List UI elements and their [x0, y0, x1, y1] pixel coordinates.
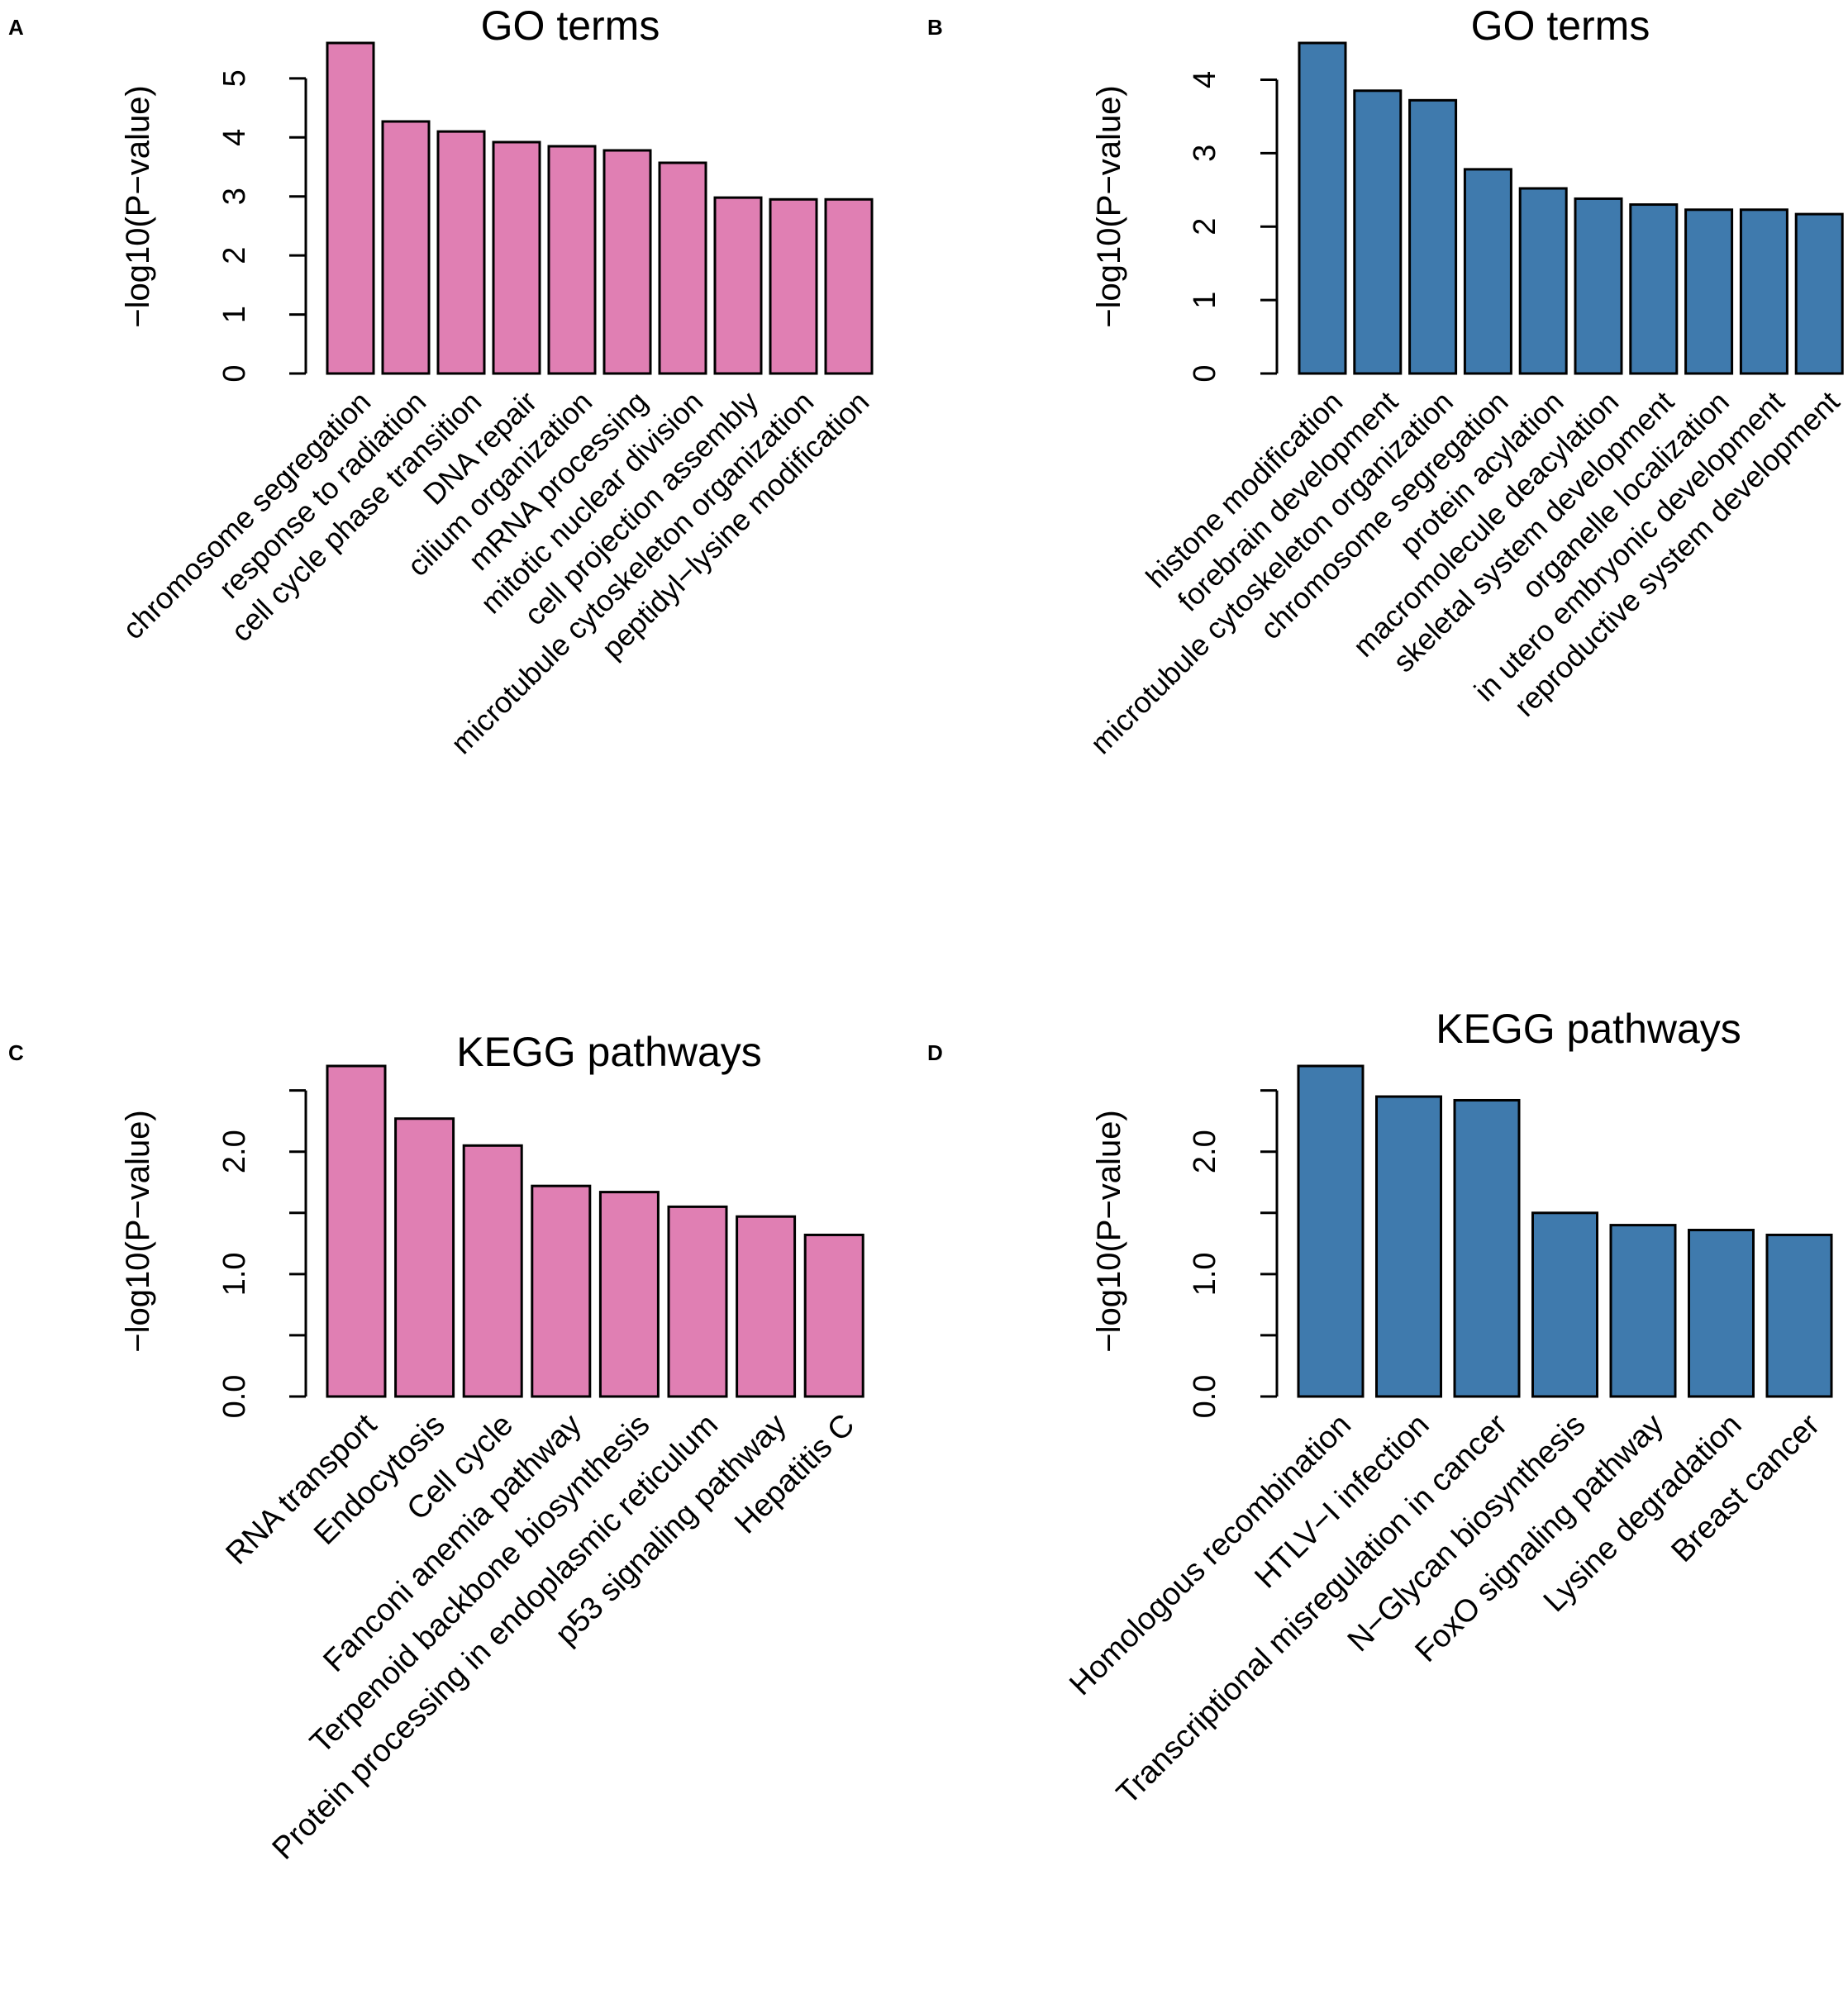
bar [1463, 168, 1512, 375]
y-tick-label: 0.0 [217, 1375, 252, 1419]
panel-letter-b: B [927, 15, 943, 40]
chart-panel-a: GO terms−log10(P−value)012345chromosome … [116, 2, 875, 760]
y-tick-label: 1 [217, 306, 252, 323]
bar [1408, 98, 1458, 375]
y-tick-label: 2 [217, 247, 252, 264]
bar [824, 197, 874, 375]
bar [1297, 1064, 1365, 1398]
y-axis-label: −log10(P−value) [120, 85, 156, 328]
category-label: forebrain development [1171, 384, 1404, 617]
y-axis-label: −log10(P−value) [120, 1110, 156, 1353]
bar [1531, 1211, 1598, 1398]
panel-letter-d: D [927, 1040, 943, 1065]
bar [1765, 1233, 1833, 1398]
bar [667, 1205, 728, 1398]
y-tick-label: 3 [1188, 145, 1222, 162]
y-tick-label: 0 [1188, 364, 1222, 382]
y-tick-label: 3 [217, 188, 252, 205]
chart-panel-d: KEGG pathways −log10(P−value) 0.0 1.0 2.0 Hom… [1063, 1006, 1833, 1811]
chart-panel-c: KEGG pathways−log10(P−value)0.01.02.0RNA… [120, 1029, 864, 1867]
y-tick-label: 4 [1188, 71, 1222, 88]
bar [1688, 1229, 1755, 1398]
bar [394, 1117, 455, 1398]
bar [1574, 197, 1623, 375]
bar [1629, 203, 1679, 375]
bar [326, 1064, 387, 1398]
bar [381, 120, 431, 375]
bar [769, 197, 818, 375]
y-axis-label: −log10(P−value) [1091, 1110, 1127, 1353]
y-tick-label: 2.0 [217, 1130, 252, 1173]
bar [326, 41, 375, 375]
bar [736, 1215, 797, 1398]
chart-title: GO terms [1471, 2, 1650, 49]
y-tick-label: 0 [217, 364, 252, 382]
bar [547, 145, 597, 375]
bar [803, 1233, 864, 1398]
chart-title: KEGG pathways [1436, 1006, 1741, 1052]
bar [1453, 1098, 1521, 1398]
y-tick-label: 4 [217, 129, 252, 146]
bar [462, 1144, 523, 1398]
chart-title: GO terms [481, 2, 660, 49]
y-tick-label: 0.0 [1188, 1375, 1222, 1419]
y-tick-label: 1.0 [217, 1252, 252, 1296]
y-tick-label: 2.0 [1188, 1130, 1222, 1173]
bar [658, 161, 707, 375]
bar [1609, 1224, 1677, 1398]
bar [1518, 187, 1568, 375]
category-label: Homologous recombination [1063, 1407, 1358, 1702]
y-axis-label: −log10(P−value) [1091, 85, 1127, 328]
bar [531, 1184, 592, 1398]
bar [436, 130, 486, 375]
bar [1298, 41, 1347, 375]
bar [713, 196, 763, 375]
bar [603, 149, 652, 375]
bar [1353, 89, 1403, 375]
chart-title: KEGG pathways [456, 1029, 762, 1075]
panel-letter-c: C [8, 1040, 24, 1065]
bar [492, 140, 541, 375]
bar [1739, 208, 1788, 375]
y-tick-label: 2 [1188, 218, 1222, 236]
y-tick-label: 1 [1188, 292, 1222, 309]
y-tick-label: 1.0 [1188, 1252, 1222, 1296]
bar [1375, 1095, 1442, 1398]
y-tick-label: 5 [217, 69, 252, 87]
bar [598, 1191, 660, 1398]
panel-letter-a: A [8, 15, 24, 40]
bar [1684, 208, 1734, 375]
bar [1794, 212, 1844, 375]
